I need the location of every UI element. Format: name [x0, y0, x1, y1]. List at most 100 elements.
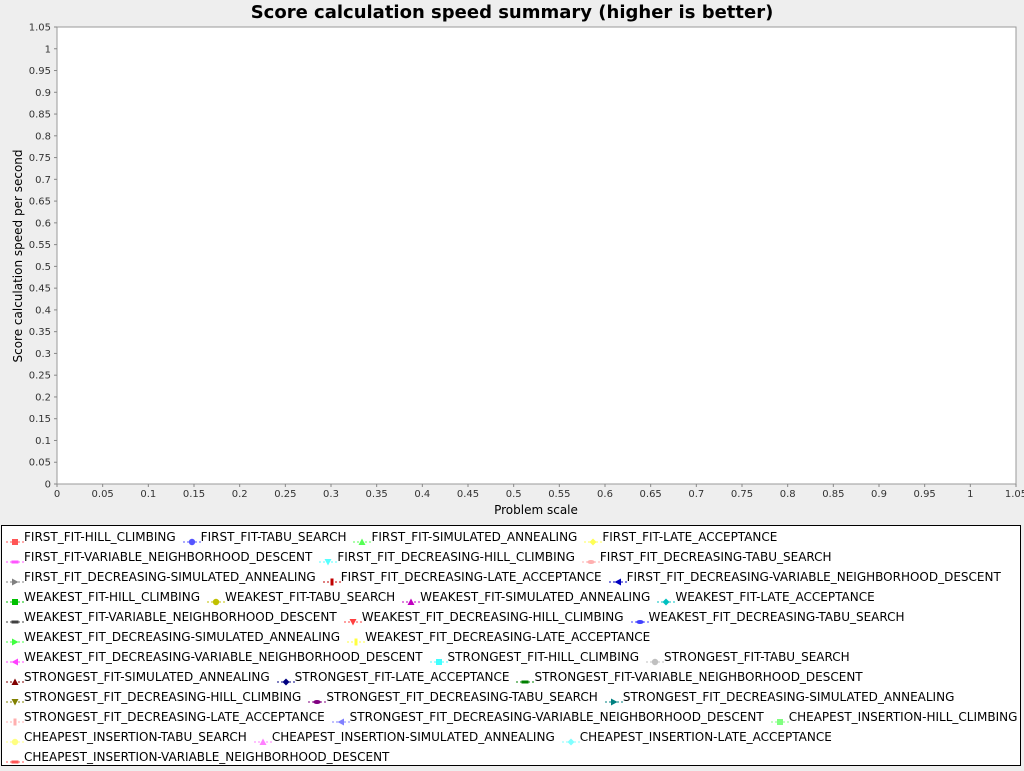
legend-row: STRONGEST_FIT-SIMULATED_ANNEALING STRONGE…	[6, 667, 870, 687]
legend-marker	[6, 532, 24, 545]
legend-entry: WEAKEST_FIT-VARIABLE_NEIGHBORHOOD_DESCEN…	[6, 610, 337, 624]
legend-row: CHEAPEST_INSERTION-TABU_SEARCH CHEAPEST_I…	[6, 727, 839, 747]
legend-label: FIRST_FIT-VARIABLE_NEIGHBORHOOD_DESCENT	[24, 550, 313, 564]
legend-marker	[608, 572, 627, 586]
y-tick-label: 0.7	[35, 175, 51, 186]
legend-marker	[353, 532, 372, 545]
x-tick-label: 0.25	[274, 489, 296, 500]
plot-area: 0 0.05 0.1 0.15 0.2 0.25 0.3 0.35 0.4 0.45 0.5 0.55…	[11, 23, 1024, 518]
x-tick-label: 0.4	[414, 489, 430, 500]
legend-marker	[604, 692, 623, 706]
x-tick-label: 0.65	[640, 489, 662, 500]
legend-marker	[182, 532, 201, 546]
legend-entry: STRONGEST_FIT-VARIABLE_NEIGHBORHOOD_DESC…	[516, 670, 863, 684]
legend-entry: FIRST_FIT_DECREASING-TABU_SEARCH	[581, 550, 832, 564]
y-tick-label: 0.3	[35, 349, 51, 360]
legend-marker	[6, 592, 24, 605]
legend-marker	[6, 572, 24, 586]
legend-label: FIRST_FIT-HILL_CLIMBING	[24, 530, 176, 544]
legend-entry: STRONGEST_FIT_DECREASING-TABU_SEARCH	[308, 690, 598, 704]
legend-row: WEAKEST_FIT_DECREASING-SIMULATED_ANNEALI…	[6, 627, 657, 647]
legend-marker	[276, 672, 295, 686]
legend-label: FIRST_FIT-SIMULATED_ANNEALING	[371, 530, 578, 544]
y-tick-label: 0.55	[29, 240, 51, 251]
legend-label: FIRST_FIT_DECREASING-TABU_SEARCH	[599, 550, 832, 564]
legend-entry: STRONGEST_FIT-HILL_CLIMBING	[429, 650, 639, 665]
legend: FIRST_FIT-HILL_CLIMBING FIRST_FIT-TABU_SE…	[1, 525, 1021, 766]
x-tick-label: 0.9	[871, 489, 887, 500]
legend-marker	[429, 652, 448, 665]
legend-label: STRONGEST_FIT-LATE_ACCEPTANCE	[294, 670, 510, 684]
y-tick-label: 0.5	[35, 262, 51, 273]
legend-entry: CHEAPEST_INSERTION-SIMULATED_ANNEALING	[253, 730, 555, 745]
y-axis-label: Score calculation speed per second	[11, 149, 25, 362]
legend-marker	[253, 732, 272, 745]
x-tick-label: 0.2	[232, 489, 248, 500]
legend-entry: FIRST_FIT-VARIABLE_NEIGHBORHOOD_DESCENT	[6, 550, 312, 564]
legend-entry: FIRST_FIT_DECREASING-HILL_CLIMBING	[319, 550, 575, 566]
legend-label: STRONGEST_FIT_DECREASING-HILL_CLIMBING	[24, 690, 302, 704]
legend-label: STRONGEST_FIT-TABU_SEARCH	[664, 650, 850, 664]
legend-label: FIRST_FIT_DECREASING-HILL_CLIMBING	[337, 550, 575, 564]
y-tick-label: 0.8	[35, 131, 51, 142]
x-tick-label: 0.5	[506, 489, 522, 500]
legend-row: FIRST_FIT-VARIABLE_NEIGHBORHOOD_DESCENT F…	[6, 547, 839, 567]
x-tick-label: 0.75	[731, 489, 753, 500]
x-tick-label: 0.35	[366, 489, 388, 500]
legend-entry: WEAKEST_FIT-SIMULATED_ANNEALING	[402, 590, 651, 605]
legend-label: STRONGEST_FIT_DECREASING-LATE_ACCEPTANCE	[24, 710, 325, 724]
legend-entry: CHEAPEST_INSERTION-HILL_CLIMBING	[770, 710, 1017, 725]
legend-marker	[516, 672, 535, 684]
x-tick-label: 0.95	[914, 489, 936, 500]
legend-marker	[6, 712, 24, 726]
y-tick-label: 0.2	[35, 392, 51, 403]
legend-entry: FIRST_FIT-SIMULATED_ANNEALING	[353, 530, 578, 545]
legend-entry: FIRST_FIT_DECREASING-VARIABLE_NEIGHBORHO…	[608, 570, 1001, 586]
legend-row: WEAKEST_FIT-VARIABLE_NEIGHBORHOOD_DESCEN…	[6, 607, 912, 627]
legend-row: CHEAPEST_INSERTION-VARIABLE_NEIGHBORHOOD…	[6, 747, 396, 767]
legend-marker	[6, 672, 24, 685]
legend-marker	[207, 592, 225, 606]
legend-entry: WEAKEST_FIT_DECREASING-HILL_CLIMBING	[343, 610, 624, 626]
y-tick-label: 0.15	[29, 414, 51, 425]
legend-entry: STRONGEST_FIT_DECREASING-HILL_CLIMBING	[6, 690, 302, 706]
legend-marker	[308, 692, 327, 704]
y-tick-label: 0.75	[29, 153, 51, 164]
x-tick-label: 0.05	[92, 489, 114, 500]
x-tick-label: 1	[967, 489, 973, 500]
legend-label: FIRST_FIT-TABU_SEARCH	[200, 530, 347, 544]
legend-marker	[6, 732, 24, 746]
x-tick-label: 0.45	[457, 489, 479, 500]
x-tick-label: 0.15	[183, 489, 205, 500]
legend-label: WEAKEST_FIT_DECREASING-SIMULATED_ANNEALI…	[24, 630, 341, 644]
legend-label: WEAKEST_FIT_DECREASING-VARIABLE_NEIGHBOR…	[24, 650, 423, 664]
legend-marker	[322, 572, 341, 586]
legend-label: CHEAPEST_INSERTION-LATE_ACCEPTANCE	[579, 730, 832, 744]
legend-label: WEAKEST_FIT_DECREASING-TABU_SEARCH	[648, 610, 905, 624]
y-tick-label: 0.1	[35, 436, 51, 447]
y-tick-label: 1	[45, 44, 51, 55]
legend-row: FIRST_FIT-HILL_CLIMBING FIRST_FIT-TABU_SE…	[6, 527, 784, 547]
legend-marker	[6, 652, 24, 666]
legend-entry: FIRST_FIT_DECREASING-LATE_ACCEPTANCE	[322, 570, 602, 586]
legend-entry: WEAKEST_FIT_DECREASING-SIMULATED_ANNEALI…	[6, 630, 341, 646]
legend-marker	[561, 732, 580, 746]
legend-entry: STRONGEST_FIT-LATE_ACCEPTANCE	[276, 670, 510, 686]
legend-row: STRONGEST_FIT_DECREASING-HILL_CLIMBING ST…	[6, 687, 961, 707]
legend-label: WEAKEST_FIT-SIMULATED_ANNEALING	[420, 590, 651, 604]
legend-marker	[6, 612, 24, 624]
legend-label: STRONGEST_FIT_DECREASING-TABU_SEARCH	[326, 690, 598, 704]
legend-label: STRONGEST_FIT-VARIABLE_NEIGHBORHOOD_DESC…	[534, 670, 863, 684]
legend-entry: FIRST_FIT-TABU_SEARCH	[182, 530, 347, 546]
legend-label: FIRST_FIT_DECREASING-LATE_ACCEPTANCE	[340, 570, 602, 584]
legend-label: WEAKEST_FIT-HILL_CLIMBING	[24, 590, 200, 604]
legend-entry: WEAKEST_FIT_DECREASING-TABU_SEARCH	[630, 610, 905, 624]
y-tick-label: 0.6	[35, 218, 51, 229]
legend-entry: STRONGEST_FIT-SIMULATED_ANNEALING	[6, 670, 270, 685]
legend-entry: CHEAPEST_INSERTION-LATE_ACCEPTANCE	[561, 730, 832, 746]
legend-marker	[6, 632, 24, 646]
y-tick-label: 0.25	[29, 371, 51, 382]
legend-marker	[770, 712, 789, 725]
y-tick-label: 1.05	[29, 23, 51, 34]
legend-entry: WEAKEST_FIT-LATE_ACCEPTANCE	[657, 590, 875, 606]
